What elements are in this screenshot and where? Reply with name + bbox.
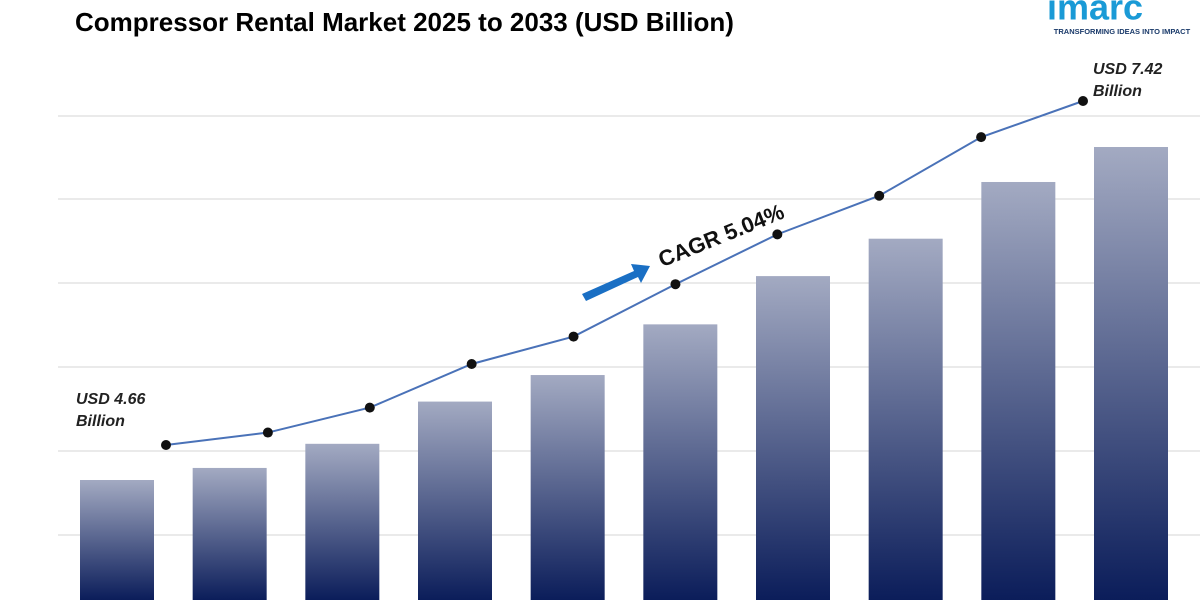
bar bbox=[305, 443, 380, 600]
cagr-arrow bbox=[582, 264, 650, 301]
value-label: USD 7.42 Billion bbox=[1093, 61, 1163, 100]
marker bbox=[568, 331, 579, 342]
marker bbox=[161, 440, 171, 450]
marker bbox=[1078, 96, 1088, 106]
bar bbox=[868, 238, 943, 600]
value-label: USD 4.66 Billion bbox=[76, 391, 146, 430]
bar bbox=[530, 375, 605, 600]
marker bbox=[262, 427, 273, 438]
marker bbox=[874, 190, 885, 201]
marker bbox=[364, 402, 375, 413]
bar bbox=[80, 480, 154, 600]
bar bbox=[756, 276, 830, 600]
bar bbox=[418, 401, 492, 600]
chart-title: Compressor Rental Market 2025 to 2033 (U… bbox=[75, 7, 734, 37]
logo-tagline: TRANSFORMING IDEAS INTO IMPACT bbox=[1054, 27, 1191, 36]
marker bbox=[976, 132, 987, 143]
marker bbox=[466, 358, 477, 369]
logo: imarc bbox=[1047, 0, 1143, 28]
marker bbox=[772, 229, 783, 240]
bar bbox=[192, 467, 267, 600]
bar bbox=[981, 181, 1056, 600]
bar bbox=[643, 324, 718, 600]
marker bbox=[670, 279, 681, 290]
trend-line bbox=[165, 100, 1084, 446]
bar bbox=[1094, 147, 1168, 600]
